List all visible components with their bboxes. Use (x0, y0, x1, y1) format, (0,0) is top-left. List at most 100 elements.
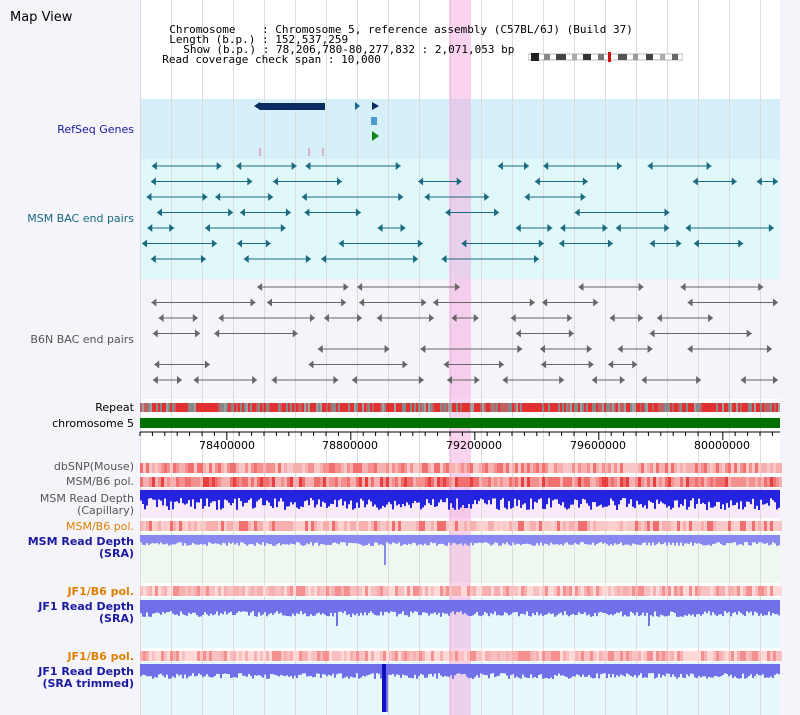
repeat-segment (538, 403, 540, 412)
depth-bar (670, 490, 672, 510)
heat-cell (482, 586, 485, 596)
depth-bar (734, 600, 736, 613)
heat-cell (632, 651, 635, 661)
heat-cell (713, 521, 716, 531)
heat-cell (182, 521, 185, 531)
depth-bar (524, 490, 526, 504)
heat-cell (494, 521, 497, 531)
heat-cell (266, 463, 269, 473)
depth-bar (434, 600, 436, 613)
depth-bar (168, 600, 170, 612)
repeat-segment (706, 403, 708, 412)
repeat-segment (320, 403, 322, 412)
chromosome-ideogram[interactable] (528, 52, 683, 62)
depth-bar (526, 664, 528, 678)
heat-cell (395, 586, 398, 596)
depth-bar (516, 535, 518, 544)
heat-cell (410, 651, 413, 661)
depth-bar (400, 535, 402, 546)
dbsnp-label[interactable]: dbSNP(Mouse) (53, 460, 134, 473)
heat-cell (596, 463, 599, 473)
jf1-depth-trim-label[interactable]: JF1 Read Depth (SRA trimmed) (38, 665, 134, 690)
depth-bar (530, 600, 532, 617)
repeat-segment (566, 403, 568, 412)
depth-bar (218, 535, 220, 544)
heat-cell (527, 651, 530, 661)
depth-bar (710, 535, 712, 546)
chromosome-track-label[interactable]: chromosome 5 (52, 417, 134, 430)
depth-bar (404, 490, 406, 507)
heat-cell (662, 651, 665, 661)
heat-cell (374, 463, 377, 473)
depth-bar (208, 490, 210, 507)
depth-bar (560, 535, 562, 545)
heat-cell (197, 586, 200, 596)
depth-bar (180, 664, 182, 675)
depth-bar (470, 664, 472, 678)
depth-bar (750, 535, 752, 546)
heat-cell (542, 521, 545, 531)
heat-cell (299, 521, 302, 531)
depth-bar (282, 664, 284, 676)
heat-cell (296, 463, 299, 473)
heat-cell (701, 463, 704, 473)
depth-bar (468, 664, 470, 679)
msm-b6-pol-sra-label[interactable]: MSM/B6 pol. (66, 520, 134, 533)
heat-cell (143, 477, 146, 487)
msm-b6-pol-label[interactable]: MSM/B6 pol. (66, 475, 134, 488)
repeat-segment (532, 403, 534, 412)
repeat-segment (460, 403, 462, 412)
heat-cell (596, 586, 599, 596)
repeat-segment (476, 403, 478, 412)
heat-cell (698, 521, 701, 531)
msm-depth-cap-label[interactable]: MSM Read Depth (Capillary) (39, 492, 134, 517)
b6n-bac-label[interactable]: B6N BAC end pairs (30, 333, 134, 346)
repeat-segment (204, 403, 206, 412)
depth-bar (190, 535, 192, 545)
repeat-segment (344, 403, 346, 412)
heat-cell (671, 463, 674, 473)
heat-cell (410, 463, 413, 473)
repeat-segment (402, 403, 404, 412)
depth-bar (530, 535, 532, 545)
repeat-segment (770, 403, 772, 412)
repeat-segment (610, 403, 612, 412)
heat-cell (695, 477, 698, 487)
repeat-segment (492, 403, 494, 412)
jf1-b6-pol-2-label[interactable]: JF1/B6 pol. (67, 650, 134, 663)
heat-cell (521, 651, 524, 661)
heat-cell (470, 477, 473, 487)
heat-cell (767, 477, 770, 487)
heat-cell (491, 521, 494, 531)
jf1-b6-pol-label[interactable]: JF1/B6 pol. (67, 585, 134, 598)
repeat-label[interactable]: Repeat (95, 401, 134, 414)
heat-cell (485, 586, 488, 596)
repeat-segment (582, 403, 584, 412)
heat-cell (302, 463, 305, 473)
heat-cell (398, 477, 401, 487)
depth-bar (382, 490, 384, 506)
grid-line (140, 0, 141, 715)
heat-cell (245, 586, 248, 596)
heat-cell (389, 651, 392, 661)
heat-cell (245, 463, 248, 473)
depth-bar (552, 535, 554, 545)
msm-bac-label[interactable]: MSM BAC end pairs (27, 212, 134, 225)
refseq-genes-label[interactable]: RefSeq Genes (57, 123, 134, 136)
depth-bar (628, 535, 630, 545)
heat-cell (488, 463, 491, 473)
heat-cell (197, 651, 200, 661)
depth-bar (156, 490, 158, 508)
jf1-depth-sra-label[interactable]: JF1 Read Depth (SRA) (38, 600, 134, 625)
msm-depth-sra-label[interactable]: MSM Read Depth (SRA) (27, 535, 134, 560)
depth-bar (556, 490, 558, 500)
bac-end-marker (285, 208, 291, 217)
depth-bar (468, 600, 470, 617)
depth-bar (486, 664, 488, 676)
depth-bar (246, 664, 248, 677)
heat-cell (644, 586, 647, 596)
heat-cell (719, 586, 722, 596)
depth-bar (610, 600, 612, 615)
depth-bar (656, 535, 658, 545)
